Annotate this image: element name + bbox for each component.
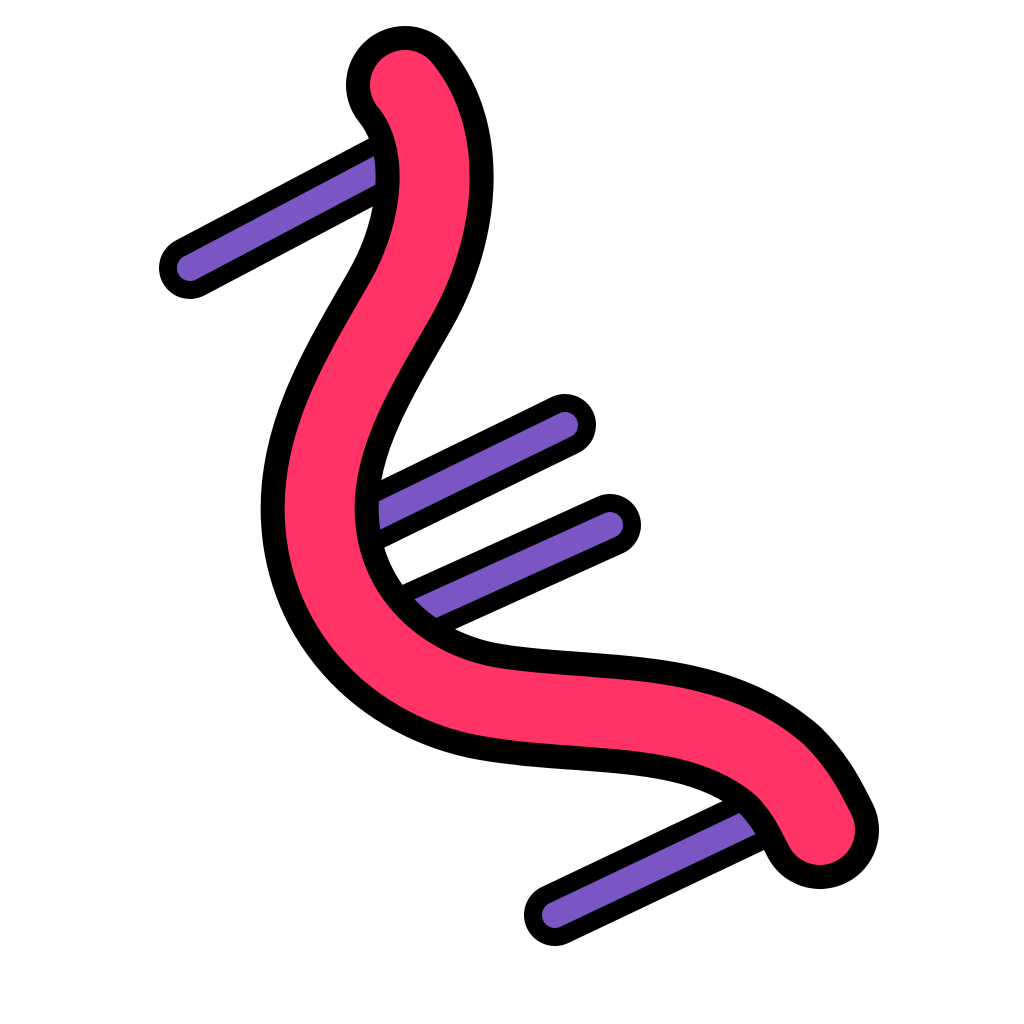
rung-bottom: [542, 807, 768, 928]
rung-middle-upper: [347, 412, 578, 538]
backbone: [284, 50, 855, 865]
rungs-fill: [177, 152, 768, 928]
rung-middle-lower: [387, 512, 623, 633]
rung-top: [177, 152, 398, 281]
